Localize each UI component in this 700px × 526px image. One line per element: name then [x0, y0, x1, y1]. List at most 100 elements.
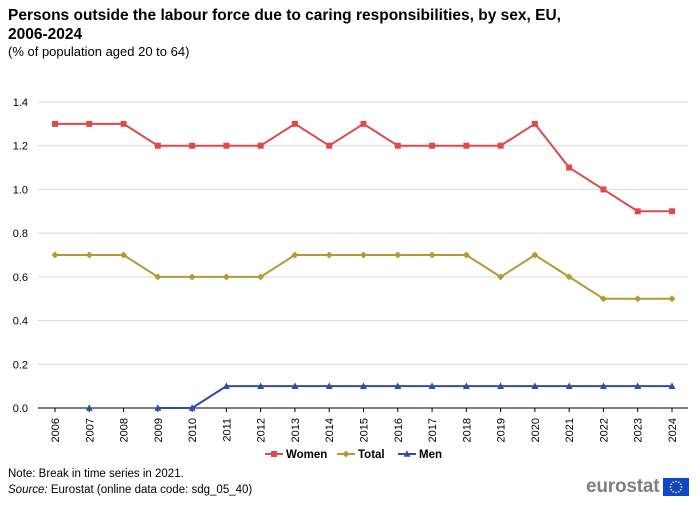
data-point-women [669, 208, 675, 215]
data-point-women [463, 142, 470, 149]
data-point-total [154, 273, 162, 281]
data-point-men [360, 382, 367, 389]
data-point-men [462, 382, 470, 389]
data-point-total [634, 295, 642, 303]
legend-label-women: Women [286, 449, 327, 461]
data-point-women [634, 208, 641, 215]
x-tick-label: 2020 [530, 418, 542, 442]
x-tick-label: 2019 [496, 418, 508, 442]
x-tick-label: 2011 [221, 418, 233, 442]
data-point-total [291, 251, 299, 259]
legend-label-men: Men [419, 449, 442, 461]
x-tick-label: 2008 [119, 418, 131, 442]
flag-background [663, 478, 690, 496]
flag-star [672, 481, 675, 484]
x-tick-label: 2017 [427, 418, 439, 442]
y-tick-label: 0.6 [13, 272, 28, 284]
data-point-men [428, 382, 436, 389]
data-point-total [428, 251, 436, 259]
data-point-women [189, 142, 196, 149]
data-point-men [188, 404, 196, 411]
data-point-men [565, 382, 573, 389]
eurostat-logo: eurostat [586, 476, 690, 498]
data-point-women [531, 120, 538, 127]
legend-marker-men [403, 450, 411, 457]
eu-flag-icon [663, 478, 690, 496]
data-point-total [497, 273, 505, 281]
x-tick-label: 2016 [393, 418, 405, 442]
x-tick-label: 2022 [598, 418, 610, 442]
x-tick-label: 2013 [290, 418, 302, 442]
data-point-men [85, 404, 93, 411]
source-text: Eurostat (online data code: sdg_05_40) [47, 484, 253, 496]
flag-star [680, 483, 683, 486]
flag-star [678, 481, 681, 484]
flag-star [672, 490, 675, 493]
data-point-women [154, 142, 161, 149]
flag-star [670, 488, 673, 491]
chart-title: Persons outside the labour force due to … [8, 7, 561, 43]
y-tick-label: 0.8 [13, 228, 28, 240]
data-point-total [565, 273, 573, 281]
y-tick-label: 0.0 [13, 403, 28, 415]
data-point-men [154, 404, 162, 411]
flag-star [678, 490, 681, 493]
flag-star [675, 491, 678, 494]
data-point-men [222, 382, 230, 389]
x-tick-label: 2007 [84, 418, 96, 442]
data-point-total [325, 251, 333, 259]
data-point-total [531, 251, 539, 259]
data-point-women [52, 120, 58, 127]
x-tick-label: 2023 [633, 418, 645, 442]
data-point-total [85, 251, 93, 259]
data-point-women [120, 120, 127, 127]
logo-text: eurostat [586, 476, 660, 497]
footnote: Note: Break in time series in 2021. [8, 468, 184, 480]
legend-marker-total [342, 450, 350, 458]
data-point-men [497, 382, 505, 389]
x-tick-label: 2015 [359, 418, 371, 442]
data-point-women [566, 164, 573, 171]
y-tick-label: 1.2 [13, 141, 28, 153]
x-tick-label: 2018 [461, 418, 473, 442]
data-point-women [394, 142, 401, 149]
data-point-total [394, 251, 402, 259]
legend-label-total: Total [358, 449, 385, 461]
data-point-total [668, 295, 676, 303]
data-point-total [120, 251, 128, 259]
data-point-women [86, 120, 93, 127]
data-point-women [257, 142, 264, 149]
data-point-total [360, 251, 367, 259]
flag-star [680, 486, 683, 488]
data-point-total [51, 251, 59, 259]
line-chart: 0.0 0.2 0.4 0.6 0.8 1.0 1.2 1.4 2006 2007 2008 2009… [13, 97, 688, 461]
series-line-men [157, 385, 672, 409]
data-point-men [394, 382, 402, 389]
data-point-total [257, 273, 265, 281]
legend-marker-women [271, 451, 277, 457]
data-point-men [668, 382, 676, 389]
source-line: Source: Eurostat (online data code: sdg_… [8, 484, 252, 496]
data-point-women [326, 142, 333, 149]
data-point-women [223, 142, 230, 149]
flag-star [669, 486, 672, 488]
y-tick-label: 1.0 [13, 184, 28, 196]
x-tick-label: 2014 [324, 418, 336, 442]
data-point-men [325, 382, 333, 389]
data-point-women [360, 120, 367, 127]
x-tick-label: 2009 [153, 418, 165, 442]
x-tick-label: 2006 [50, 418, 62, 442]
source-label: Source: [8, 484, 48, 496]
data-point-total [188, 273, 196, 281]
data-point-women [291, 120, 298, 127]
x-tick-label: 2010 [187, 418, 199, 442]
flag-star [680, 488, 683, 491]
y-tick-label: 0.4 [13, 316, 28, 328]
y-tick-label: 1.4 [13, 97, 28, 109]
data-point-women [429, 142, 436, 149]
series-line-women [55, 122, 672, 213]
data-point-men [531, 382, 539, 389]
data-point-women [600, 186, 607, 193]
chart-subtitle: (% of population aged 20 to 64) [8, 44, 190, 59]
data-point-men [257, 382, 265, 389]
